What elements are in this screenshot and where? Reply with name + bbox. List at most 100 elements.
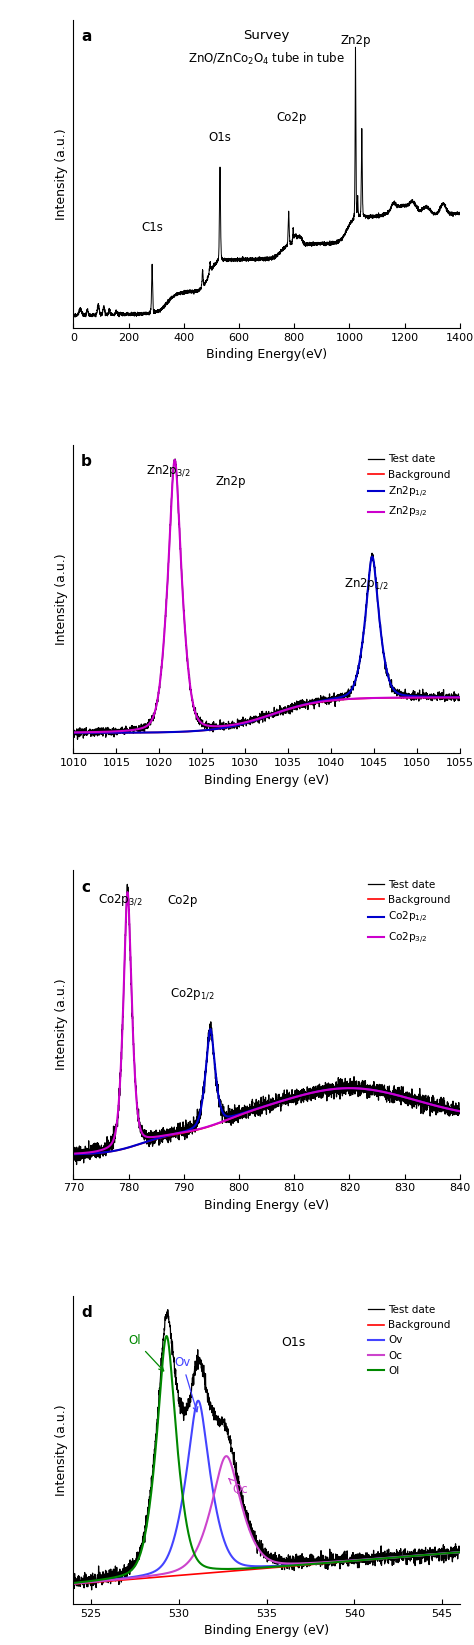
Zn2p$_{1/2}$	[446, 688, 452, 707]
Zn2p$_{3/2}$	[172, 451, 178, 470]
Text: Co2p: Co2p	[276, 112, 307, 125]
X-axis label: Binding Energy (eV): Binding Energy (eV)	[204, 773, 329, 786]
Co2p$_{3/2}$	[408, 1089, 413, 1109]
Text: a: a	[81, 30, 91, 44]
Line: Co2p$_{1/2}$: Co2p$_{1/2}$	[73, 1030, 460, 1155]
Test date	[71, 1148, 76, 1168]
Co2p$_{3/2}$	[236, 1105, 241, 1125]
Test date	[457, 1538, 463, 1558]
X-axis label: Binding Energy(eV): Binding Energy(eV)	[206, 349, 327, 362]
Co2p$_{3/2}$	[71, 1143, 76, 1163]
Y-axis label: Intensity (a.u.): Intensity (a.u.)	[55, 128, 68, 220]
Test date	[89, 1579, 94, 1599]
Background	[457, 688, 463, 707]
Test date	[446, 1550, 452, 1569]
Background	[219, 1112, 225, 1132]
Oc	[446, 1543, 452, 1563]
Background	[375, 688, 381, 707]
Line: Background: Background	[73, 1089, 460, 1155]
Co2p$_{3/2}$	[138, 1120, 144, 1140]
Test date	[138, 1120, 144, 1140]
Ol	[446, 1543, 451, 1563]
Background	[375, 1550, 381, 1569]
Line: Ol: Ol	[73, 1336, 460, 1582]
Background	[446, 688, 451, 707]
Test date	[219, 1101, 225, 1120]
Test date	[172, 449, 178, 469]
Zn2p$_{3/2}$	[446, 688, 452, 707]
Background	[457, 1102, 463, 1122]
Test date	[446, 684, 452, 704]
Text: c: c	[81, 880, 90, 895]
Co2p$_{3/2}$	[115, 1107, 120, 1127]
Co2p$_{1/2}$	[449, 1101, 455, 1120]
Ol	[457, 1543, 463, 1563]
Zn2p$_{1/2}$	[71, 722, 76, 742]
Ol	[375, 1550, 381, 1569]
Co2p$_{1/2}$	[115, 1140, 120, 1160]
Co2p$_{1/2}$	[137, 1133, 143, 1153]
Zn2p$_{3/2}$	[457, 688, 463, 707]
Ov	[446, 1543, 451, 1563]
Test date	[248, 711, 254, 730]
Line: Ov: Ov	[73, 1402, 460, 1584]
X-axis label: Binding Energy (eV): Binding Energy (eV)	[204, 1624, 329, 1637]
Test date	[446, 1546, 452, 1566]
Ol	[259, 1558, 264, 1578]
Text: Zn2p: Zn2p	[340, 35, 371, 48]
Ol	[248, 1558, 254, 1578]
Text: ZnO/ZnCo$_2$O$_4$ tube in tube: ZnO/ZnCo$_2$O$_4$ tube in tube	[188, 51, 345, 67]
Test date	[375, 595, 381, 615]
Zn2p$_{3/2}$	[71, 722, 76, 742]
Text: Ov: Ov	[174, 1357, 198, 1411]
Test date	[259, 1538, 264, 1558]
Ov	[457, 1543, 463, 1563]
Ov	[195, 1392, 201, 1411]
Ol	[164, 1326, 170, 1346]
Line: Zn2p$_{3/2}$: Zn2p$_{3/2}$	[73, 461, 460, 732]
Text: b: b	[81, 454, 92, 469]
Test date	[248, 1518, 254, 1538]
Co2p$_{3/2}$	[449, 1101, 455, 1120]
Test date	[71, 721, 76, 740]
Text: Co2p: Co2p	[167, 893, 198, 906]
Background	[446, 1543, 451, 1563]
X-axis label: Binding Energy (eV): Binding Energy (eV)	[204, 1199, 329, 1212]
Test date	[115, 1107, 120, 1127]
Ov	[248, 1556, 254, 1576]
Test date	[75, 729, 81, 748]
Co2p$_{3/2}$	[457, 1101, 463, 1120]
Ol	[91, 1571, 96, 1591]
Line: Test date: Test date	[73, 459, 460, 739]
Test date	[375, 1541, 381, 1561]
Ov	[446, 1543, 452, 1563]
Test date	[408, 1086, 414, 1105]
Co2p$_{3/2}$	[219, 1112, 225, 1132]
Ol	[446, 1543, 452, 1563]
Background	[71, 1145, 76, 1165]
Test date	[457, 1099, 463, 1119]
Text: Zn2p$_{3/2}$: Zn2p$_{3/2}$	[146, 464, 191, 479]
Zn2p$_{3/2}$	[248, 711, 254, 730]
Zn2p$_{1/2}$	[457, 688, 463, 707]
Oc	[457, 1543, 463, 1563]
Test date	[450, 1094, 456, 1114]
Oc	[375, 1548, 381, 1568]
Background	[258, 709, 264, 729]
Ov	[259, 1556, 264, 1576]
Ov	[375, 1550, 381, 1569]
Background	[115, 1140, 120, 1160]
Text: O1s: O1s	[209, 130, 231, 143]
Background	[258, 1559, 264, 1579]
Legend: Test date, Background, Zn2p$_{1/2}$, Zn2p$_{3/2}$: Test date, Background, Zn2p$_{1/2}$, Zn2…	[364, 451, 455, 525]
Background	[91, 722, 96, 742]
Zn2p$_{3/2}$	[375, 688, 381, 707]
Zn2p$_{3/2}$	[446, 688, 451, 707]
Oc	[223, 1446, 229, 1466]
Co2p$_{1/2}$	[71, 1145, 76, 1165]
Zn2p$_{1/2}$	[258, 709, 264, 729]
Background	[137, 1133, 143, 1153]
Zn2p$_{3/2}$	[91, 722, 96, 742]
Zn2p$_{3/2}$	[259, 707, 264, 727]
Line: Test date: Test date	[73, 885, 460, 1165]
